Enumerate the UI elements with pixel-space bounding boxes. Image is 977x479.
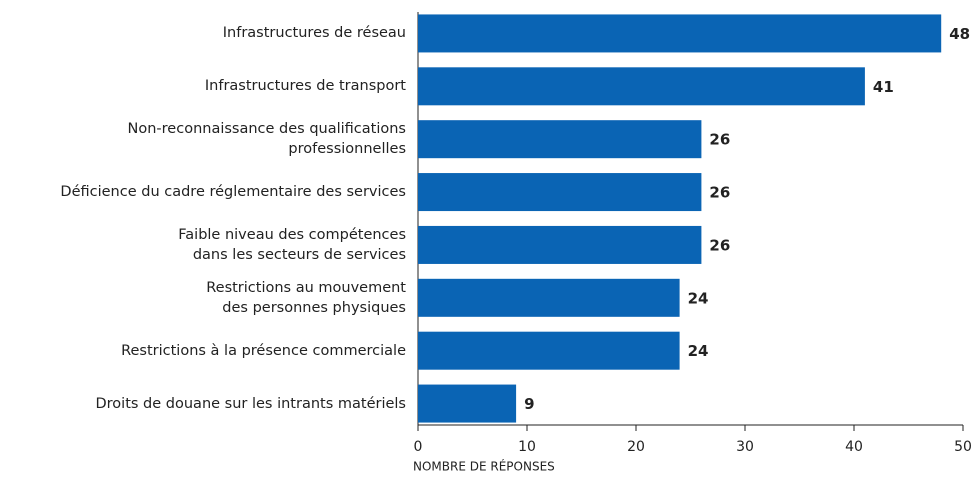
category-label: Infrastructures de réseau: [222, 25, 406, 42]
value-label: 48: [949, 25, 970, 43]
bar: [418, 173, 702, 212]
x-tick-label: 10: [518, 439, 536, 455]
category-label: Restrictions à la présence commerciale: [121, 342, 406, 359]
value-label: 24: [688, 289, 709, 307]
category-label: Déficience du cadre réglementaire des se…: [60, 184, 406, 201]
bar: [418, 67, 865, 106]
category-label: Droits de douane sur les intrants matéri…: [95, 395, 407, 412]
x-tick-label: 30: [736, 439, 754, 455]
bar: [418, 278, 680, 317]
x-tick-label: 20: [627, 439, 645, 455]
value-label: 26: [709, 184, 730, 202]
bar: [418, 14, 942, 53]
value-label: 9: [524, 395, 534, 413]
category-label: Infrastructures de transport: [204, 78, 406, 95]
value-label: 24: [688, 342, 709, 360]
value-label: 26: [709, 236, 730, 254]
bar: [418, 331, 680, 370]
x-tick-label: 0: [414, 439, 423, 455]
category-label: Non-reconnaissance des qualifications pr…: [127, 121, 406, 158]
value-label: 26: [709, 131, 730, 149]
bar: [418, 120, 702, 159]
x-tick-label: 40: [845, 439, 863, 455]
value-label: 41: [873, 78, 894, 96]
category-label: Faible niveau des compétences dans les s…: [178, 226, 406, 263]
bar: [418, 384, 517, 423]
category-label: Restrictions au mouvement des personnes …: [206, 279, 406, 316]
bar: [418, 225, 702, 264]
x-tick-label: 50: [954, 439, 972, 455]
x-axis-title: NOMBRE DE RÉPONSES: [413, 459, 555, 474]
